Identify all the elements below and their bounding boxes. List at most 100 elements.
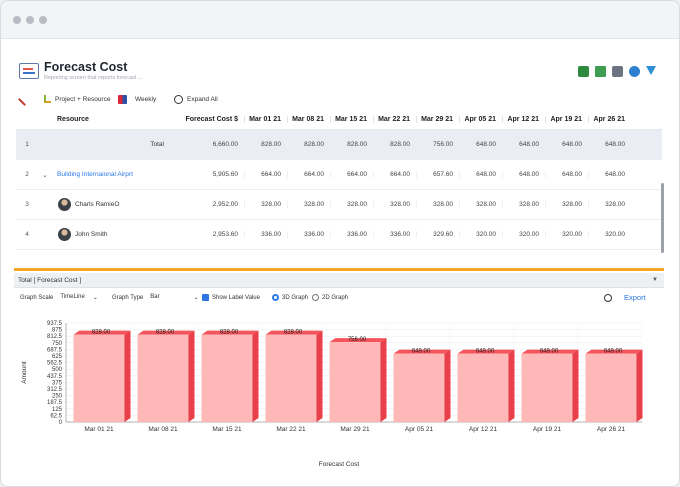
- week-column-header[interactable]: Mar 08 21: [287, 116, 330, 123]
- bar: [73, 334, 125, 422]
- refresh-icon[interactable]: [629, 66, 640, 77]
- week-value-cell: 328.00: [244, 201, 287, 208]
- row-number: 2: [25, 171, 29, 178]
- x-tick-label: Mar 01 21: [84, 426, 114, 433]
- bar-value-label: 648.00: [604, 349, 623, 355]
- bar-top: [585, 349, 643, 354]
- week-value-cell: 328.00: [416, 201, 459, 208]
- y-axis-title: Amount: [21, 361, 28, 384]
- bar: [521, 353, 573, 422]
- table-row[interactable]: 3 Charls RamieO 2,952.00 328.00 328.00 328.00…: [16, 190, 662, 220]
- group-by-label: Project + Resource: [55, 95, 111, 103]
- collapse-icon[interactable]: ▼: [652, 277, 658, 283]
- week-value-cell: 328.00: [588, 201, 631, 208]
- grid-header-row: Resource Forecast Cost $ Mar 01 21 Mar 08…: [16, 110, 662, 130]
- graph-type-value: Bar: [150, 294, 160, 300]
- window-dot-icon[interactable]: [39, 16, 47, 24]
- forecast-cell: 2,953.60: [212, 231, 238, 238]
- radio-selected-icon: [272, 294, 279, 301]
- resource-column-header[interactable]: Resource: [57, 116, 89, 123]
- table-row[interactable]: 1 Total 6,660.00 828.00 828.00 828.00 828.00 75…: [16, 130, 662, 160]
- graph-scale-select[interactable]: TimeLine ⌄: [60, 294, 98, 301]
- week-value-cell: 328.00: [545, 201, 588, 208]
- expand-icon: [174, 95, 183, 104]
- forecast-column-header[interactable]: Forecast Cost $: [185, 116, 238, 123]
- y-tick-label: 625: [52, 354, 63, 360]
- grid-scrollbar[interactable]: [661, 183, 664, 253]
- bar-side: [508, 349, 515, 422]
- resource-name: Total: [150, 141, 164, 148]
- week-value-cell: 328.00: [287, 201, 330, 208]
- show-label-checkbox[interactable]: Show Label Value: [202, 294, 260, 301]
- bar: [201, 334, 253, 422]
- chart-panel-title: Total [ Forecast Cost ]: [18, 277, 82, 284]
- week-column-header[interactable]: Mar 22 21: [373, 116, 416, 123]
- week-column-header[interactable]: Apr 05 21: [459, 116, 502, 123]
- graph-type-select[interactable]: Bar ⌄: [150, 294, 198, 301]
- bar-value-label: 648.00: [540, 349, 559, 355]
- graph-scale-value: TimeLine: [60, 294, 85, 300]
- bar-top: [329, 338, 387, 343]
- bar-top: [521, 349, 579, 354]
- week-value-cell: 648.00: [588, 141, 631, 148]
- window-dot-icon[interactable]: [26, 16, 34, 24]
- x-tick-label: Mar 22 21: [276, 426, 306, 433]
- week-column-header[interactable]: Mar 15 21: [330, 116, 373, 123]
- week-column-header[interactable]: Apr 12 21: [502, 116, 545, 123]
- row-number: 3: [25, 201, 29, 208]
- table-row[interactable]: 2 ⌄ Building Internaional Airprt 5,905.60 66…: [16, 160, 662, 190]
- y-tick-label: 187.5: [47, 400, 63, 406]
- window-dot-icon[interactable]: [13, 16, 21, 24]
- x-tick-label: Mar 08 21: [148, 426, 178, 433]
- week-value-cell: 648.00: [502, 141, 545, 148]
- bar-top: [73, 330, 131, 335]
- week-value-cell: 328.00: [330, 201, 373, 208]
- x-tick-label: Mar 15 21: [212, 426, 242, 433]
- week-column-header[interactable]: Mar 01 21: [244, 116, 287, 123]
- bar-side: [636, 349, 643, 422]
- week-value-cell: 648.00: [545, 141, 588, 148]
- y-tick-label: 437.5: [47, 374, 63, 380]
- resource-cell[interactable]: Building Internaional Airprt: [52, 171, 170, 178]
- week-column-header[interactable]: Apr 19 21: [545, 116, 588, 123]
- report-toolbar: Project + Resource Weekly Expand All: [14, 91, 664, 109]
- period-button[interactable]: Weekly: [118, 95, 156, 104]
- csv-export-icon[interactable]: [595, 66, 606, 77]
- bar-top: [393, 349, 451, 354]
- panel-splitter[interactable]: [14, 268, 664, 271]
- bar-side: [188, 330, 195, 422]
- chevron-down-icon: ⌄: [92, 295, 98, 301]
- page-title: Forecast Cost: [44, 60, 128, 74]
- group-by-button[interactable]: Project + Resource: [44, 95, 110, 103]
- bar-side: [380, 338, 387, 422]
- week-value-cell: 329.60: [416, 231, 459, 238]
- table-row[interactable]: 4 John Smith 2,953.60 336.00 336.00 336.00 336…: [16, 220, 662, 250]
- window-titlebar: [1, 1, 679, 39]
- resource-cell: John Smith: [52, 228, 170, 241]
- print-icon[interactable]: [612, 66, 623, 77]
- bar-top: [457, 349, 515, 354]
- week-value-cell: 664.00: [330, 171, 373, 178]
- bar: [137, 334, 189, 422]
- week-value-cell: 648.00: [502, 171, 545, 178]
- y-tick-label: 562.5: [47, 361, 63, 367]
- hierarchy-icon: [44, 95, 51, 103]
- zoom-icon[interactable]: [604, 294, 612, 302]
- avatar: [58, 198, 71, 211]
- excel-export-icon[interactable]: [578, 66, 589, 77]
- graph-2d-radio[interactable]: 2D Graph: [312, 294, 348, 301]
- graph-3d-radio[interactable]: 3D Graph: [272, 294, 308, 301]
- y-tick-label: 687.5: [47, 347, 63, 353]
- x-tick-label: Apr 19 21: [533, 426, 562, 433]
- export-link[interactable]: Export: [624, 293, 646, 302]
- chevron-down-icon[interactable]: ⌄: [42, 171, 48, 179]
- settings-tools-icon[interactable]: [18, 93, 31, 106]
- bar-value-label: 828.00: [284, 330, 303, 336]
- expand-all-button[interactable]: Expand All: [174, 95, 218, 104]
- resource-cell: Charls RamieO: [52, 198, 170, 211]
- week-value-cell: 664.00: [373, 171, 416, 178]
- week-column-header[interactable]: Apr 26 21: [588, 116, 631, 123]
- week-column-header[interactable]: Mar 29 21: [416, 116, 459, 123]
- filter-icon[interactable]: [646, 66, 656, 75]
- bar-side: [572, 349, 579, 422]
